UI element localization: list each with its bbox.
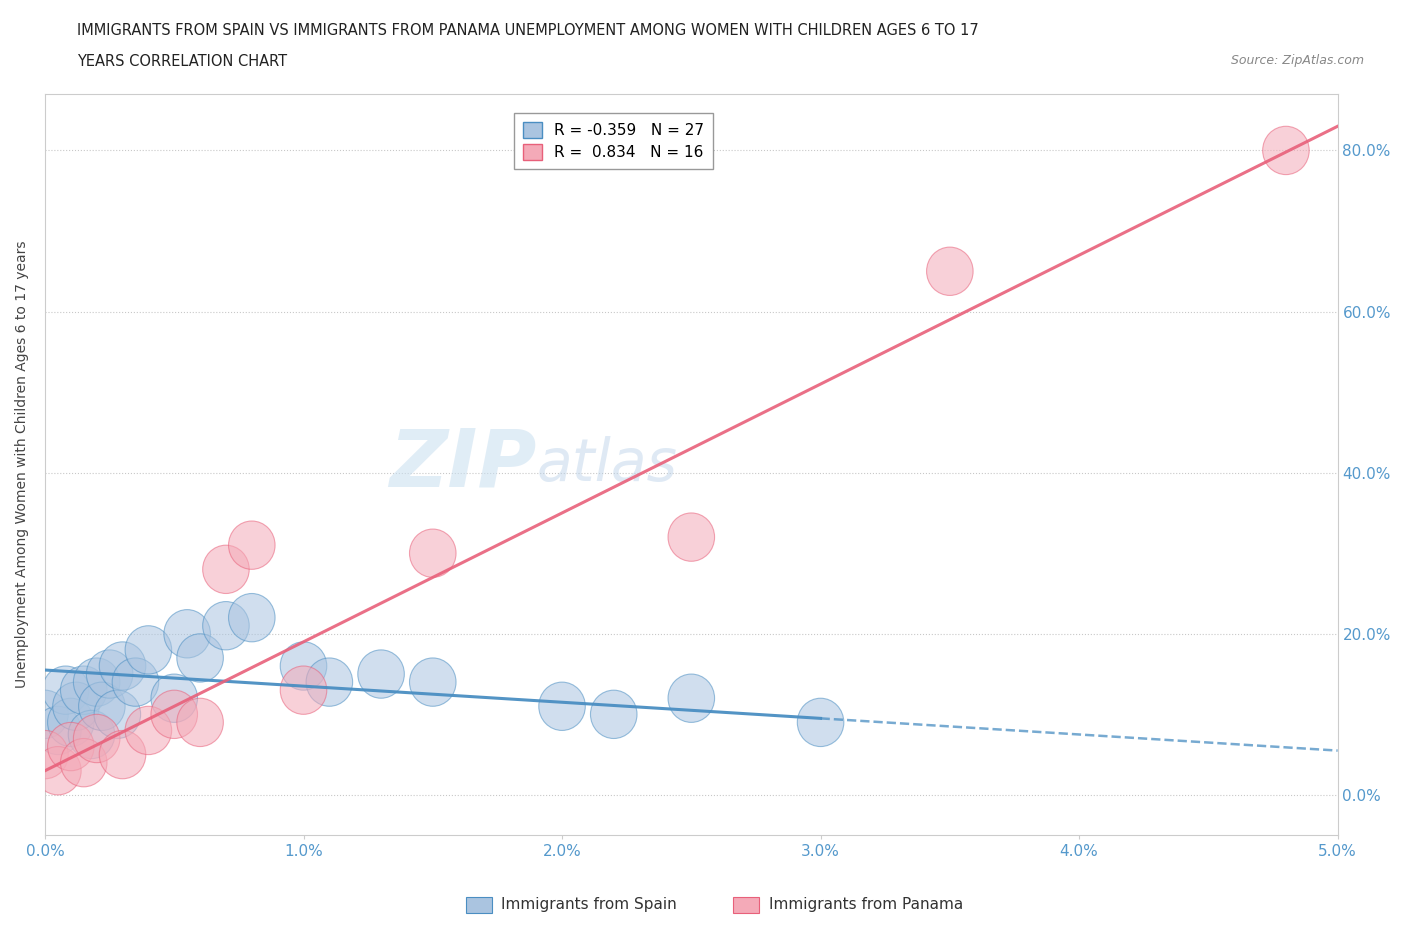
- Ellipse shape: [73, 714, 120, 763]
- Ellipse shape: [94, 690, 141, 738]
- Ellipse shape: [48, 723, 94, 771]
- Ellipse shape: [202, 545, 249, 593]
- Ellipse shape: [1263, 126, 1309, 175]
- Ellipse shape: [280, 642, 326, 690]
- Ellipse shape: [409, 529, 456, 578]
- Ellipse shape: [21, 730, 69, 778]
- Ellipse shape: [60, 738, 107, 787]
- Ellipse shape: [177, 698, 224, 747]
- Ellipse shape: [125, 626, 172, 674]
- Text: ZIP: ZIP: [389, 426, 536, 504]
- Ellipse shape: [100, 642, 146, 690]
- Ellipse shape: [79, 682, 125, 730]
- Ellipse shape: [21, 690, 69, 738]
- Ellipse shape: [538, 682, 585, 730]
- Ellipse shape: [280, 666, 326, 714]
- Ellipse shape: [307, 658, 353, 706]
- Ellipse shape: [229, 593, 276, 642]
- Ellipse shape: [165, 609, 211, 658]
- Ellipse shape: [409, 658, 456, 706]
- Ellipse shape: [591, 690, 637, 738]
- Y-axis label: Unemployment Among Women with Children Ages 6 to 17 years: Unemployment Among Women with Children A…: [15, 241, 30, 688]
- Ellipse shape: [125, 706, 172, 754]
- Ellipse shape: [927, 247, 973, 296]
- Text: IMMIGRANTS FROM SPAIN VS IMMIGRANTS FROM PANAMA UNEMPLOYMENT AMONG WOMEN WITH CH: IMMIGRANTS FROM SPAIN VS IMMIGRANTS FROM…: [77, 23, 979, 38]
- Ellipse shape: [35, 747, 82, 795]
- Ellipse shape: [177, 633, 224, 682]
- Ellipse shape: [69, 711, 115, 759]
- Ellipse shape: [668, 674, 714, 723]
- Ellipse shape: [797, 698, 844, 747]
- Text: Immigrants from Panama: Immigrants from Panama: [769, 897, 963, 912]
- Ellipse shape: [73, 658, 120, 706]
- Text: YEARS CORRELATION CHART: YEARS CORRELATION CHART: [77, 54, 287, 69]
- Text: Immigrants from Spain: Immigrants from Spain: [502, 897, 678, 912]
- Ellipse shape: [357, 650, 405, 698]
- Ellipse shape: [35, 706, 82, 754]
- Ellipse shape: [202, 602, 249, 650]
- Legend: R = -0.359   N = 27, R =  0.834   N = 16: R = -0.359 N = 27, R = 0.834 N = 16: [515, 113, 713, 169]
- Ellipse shape: [48, 698, 94, 747]
- Ellipse shape: [150, 690, 197, 738]
- Ellipse shape: [86, 650, 134, 698]
- Text: atlas: atlas: [536, 436, 678, 493]
- Ellipse shape: [668, 513, 714, 562]
- Ellipse shape: [100, 730, 146, 778]
- Ellipse shape: [150, 674, 197, 723]
- Ellipse shape: [112, 658, 159, 706]
- Ellipse shape: [42, 666, 89, 714]
- Ellipse shape: [229, 521, 276, 569]
- Ellipse shape: [60, 666, 107, 714]
- Ellipse shape: [53, 682, 100, 730]
- Text: Source: ZipAtlas.com: Source: ZipAtlas.com: [1230, 54, 1364, 67]
